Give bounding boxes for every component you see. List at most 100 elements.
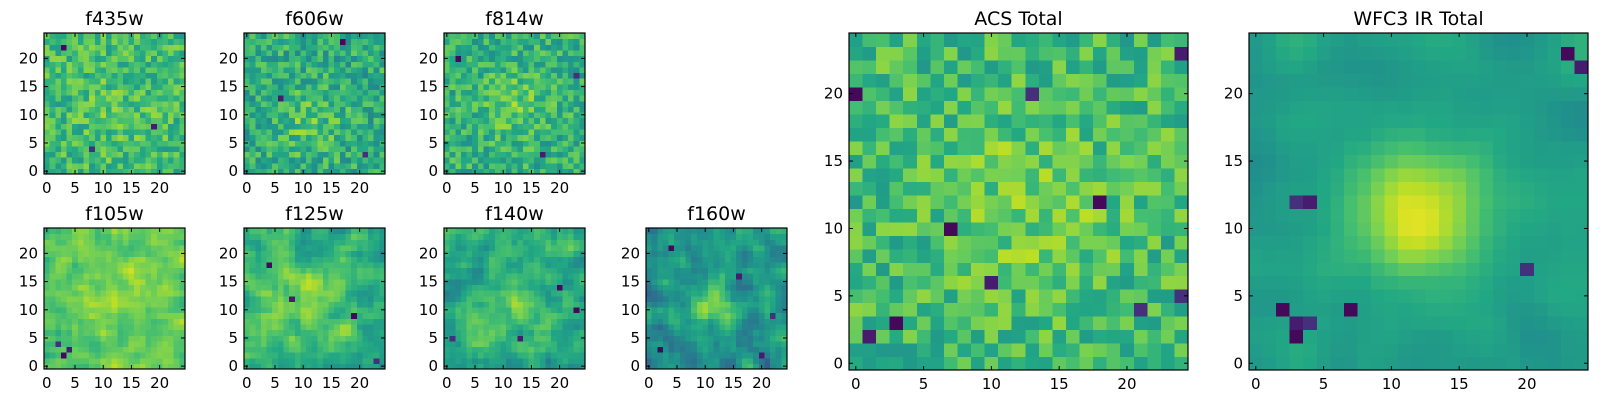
heatmap-cell: [730, 290, 737, 297]
heatmap-cell: [272, 78, 279, 85]
heatmap-cell: [173, 100, 180, 107]
heatmap-cell: [117, 89, 124, 96]
heatmap-cell: [300, 128, 307, 136]
heatmap-cell: [511, 301, 518, 308]
heatmap-cell: [255, 168, 262, 175]
heatmap-cell: [322, 100, 330, 107]
heatmap-cell: [781, 318, 788, 325]
heatmap-cell: [758, 312, 766, 319]
heatmap-cell: [753, 295, 760, 302]
heatmap-cell: [753, 239, 760, 246]
heatmap-cell: [483, 61, 490, 68]
heatmap-cell: [351, 306, 358, 314]
heatmap-cell: [66, 151, 73, 158]
heatmap-cell: [77, 66, 85, 74]
heatmap-cell: [289, 111, 296, 119]
heatmap-cell: [249, 340, 256, 348]
x-tick-label: 15: [322, 179, 341, 197]
heatmap-cell: [998, 316, 1013, 331]
heatmap-cell: [489, 340, 496, 348]
heatmap-cell: [534, 295, 541, 302]
heatmap-cell: [283, 295, 290, 302]
heatmap-cell: [674, 250, 681, 257]
heatmap-cell: [44, 312, 51, 319]
heatmap-cell: [657, 239, 664, 246]
heatmap-cell: [356, 335, 364, 342]
heatmap-cell: [306, 123, 313, 130]
heatmap-cell: [89, 233, 96, 240]
heatmap-cell: [741, 284, 749, 291]
heatmap-cell: [713, 233, 720, 240]
heatmap-cell: [534, 306, 541, 314]
heatmap-cell: [724, 239, 732, 246]
heatmap-cell: [322, 250, 330, 257]
heatmap-cell: [260, 273, 268, 280]
heatmap-cell: [362, 306, 369, 314]
heatmap-cell: [573, 323, 580, 331]
heatmap-cell: [736, 261, 743, 269]
heatmap-cell: [455, 128, 462, 136]
heatmap-cell: [255, 83, 262, 90]
heatmap-cell: [111, 123, 118, 130]
heatmap-cell: [702, 267, 709, 274]
heatmap-cell: [173, 157, 180, 164]
heatmap-cell: [173, 312, 180, 319]
heatmap-cell: [685, 312, 692, 319]
heatmap-cell: [568, 134, 575, 141]
heatmap-cell: [930, 167, 945, 182]
heatmap-cell: [77, 228, 85, 235]
heatmap-cell: [466, 323, 473, 331]
heatmap-cell: [151, 312, 158, 319]
heatmap-cell: [466, 363, 473, 370]
heatmap-cell: [1147, 329, 1162, 344]
heatmap-cell: [719, 295, 726, 302]
heatmap-cell: [122, 228, 130, 235]
heatmap-cell: [472, 151, 479, 158]
heatmap-cell: [957, 343, 972, 358]
heatmap-cell: [139, 117, 147, 124]
heatmap-cell: [685, 278, 692, 285]
heatmap-cell: [862, 262, 877, 277]
heatmap-cell: [94, 323, 101, 331]
heatmap-cell: [449, 244, 456, 252]
heatmap-cell: [94, 134, 101, 141]
heatmap-cell: [179, 162, 186, 169]
heatmap-cell: [730, 323, 737, 331]
heatmap-cell: [66, 261, 73, 269]
heatmap-cell: [283, 151, 290, 158]
heatmap-cell: [562, 128, 569, 136]
heatmap-cell: [849, 262, 864, 277]
heatmap-cell: [506, 250, 513, 257]
heatmap-cell: [1174, 181, 1189, 196]
heatmap-cell: [500, 145, 507, 153]
heatmap-cell: [249, 100, 256, 107]
heatmap-cell: [691, 256, 698, 263]
heatmap-cell: [294, 323, 301, 331]
heatmap-cell: [455, 123, 462, 130]
heatmap-cell: [849, 235, 864, 250]
heatmap-cell: [134, 363, 141, 370]
heatmap-cell: [66, 244, 73, 252]
heatmap-cell: [373, 256, 380, 263]
heatmap-cell: [122, 38, 130, 45]
heatmap-cell: [277, 228, 285, 235]
heatmap-cell: [77, 151, 85, 158]
heatmap-cell: [351, 72, 358, 79]
heatmap-cell: [545, 284, 552, 291]
heatmap-cell: [511, 306, 518, 314]
heatmap-cell: [300, 306, 307, 314]
heatmap-cell: [1038, 194, 1053, 209]
heatmap-cell: [373, 128, 380, 136]
heatmap-cell: [134, 95, 141, 102]
heatmap-cell: [145, 335, 152, 342]
heatmap-cell: [379, 233, 386, 240]
heatmap-cell: [545, 44, 552, 51]
heatmap-cell: [511, 295, 518, 302]
heatmap-cell: [736, 318, 743, 325]
heatmap-cell: [72, 83, 79, 90]
heatmap-cell: [179, 352, 186, 359]
heatmap-cell: [49, 256, 56, 263]
heatmap-cell: [311, 38, 318, 45]
heatmap-cell: [179, 340, 186, 348]
heatmap-cell: [455, 83, 462, 90]
